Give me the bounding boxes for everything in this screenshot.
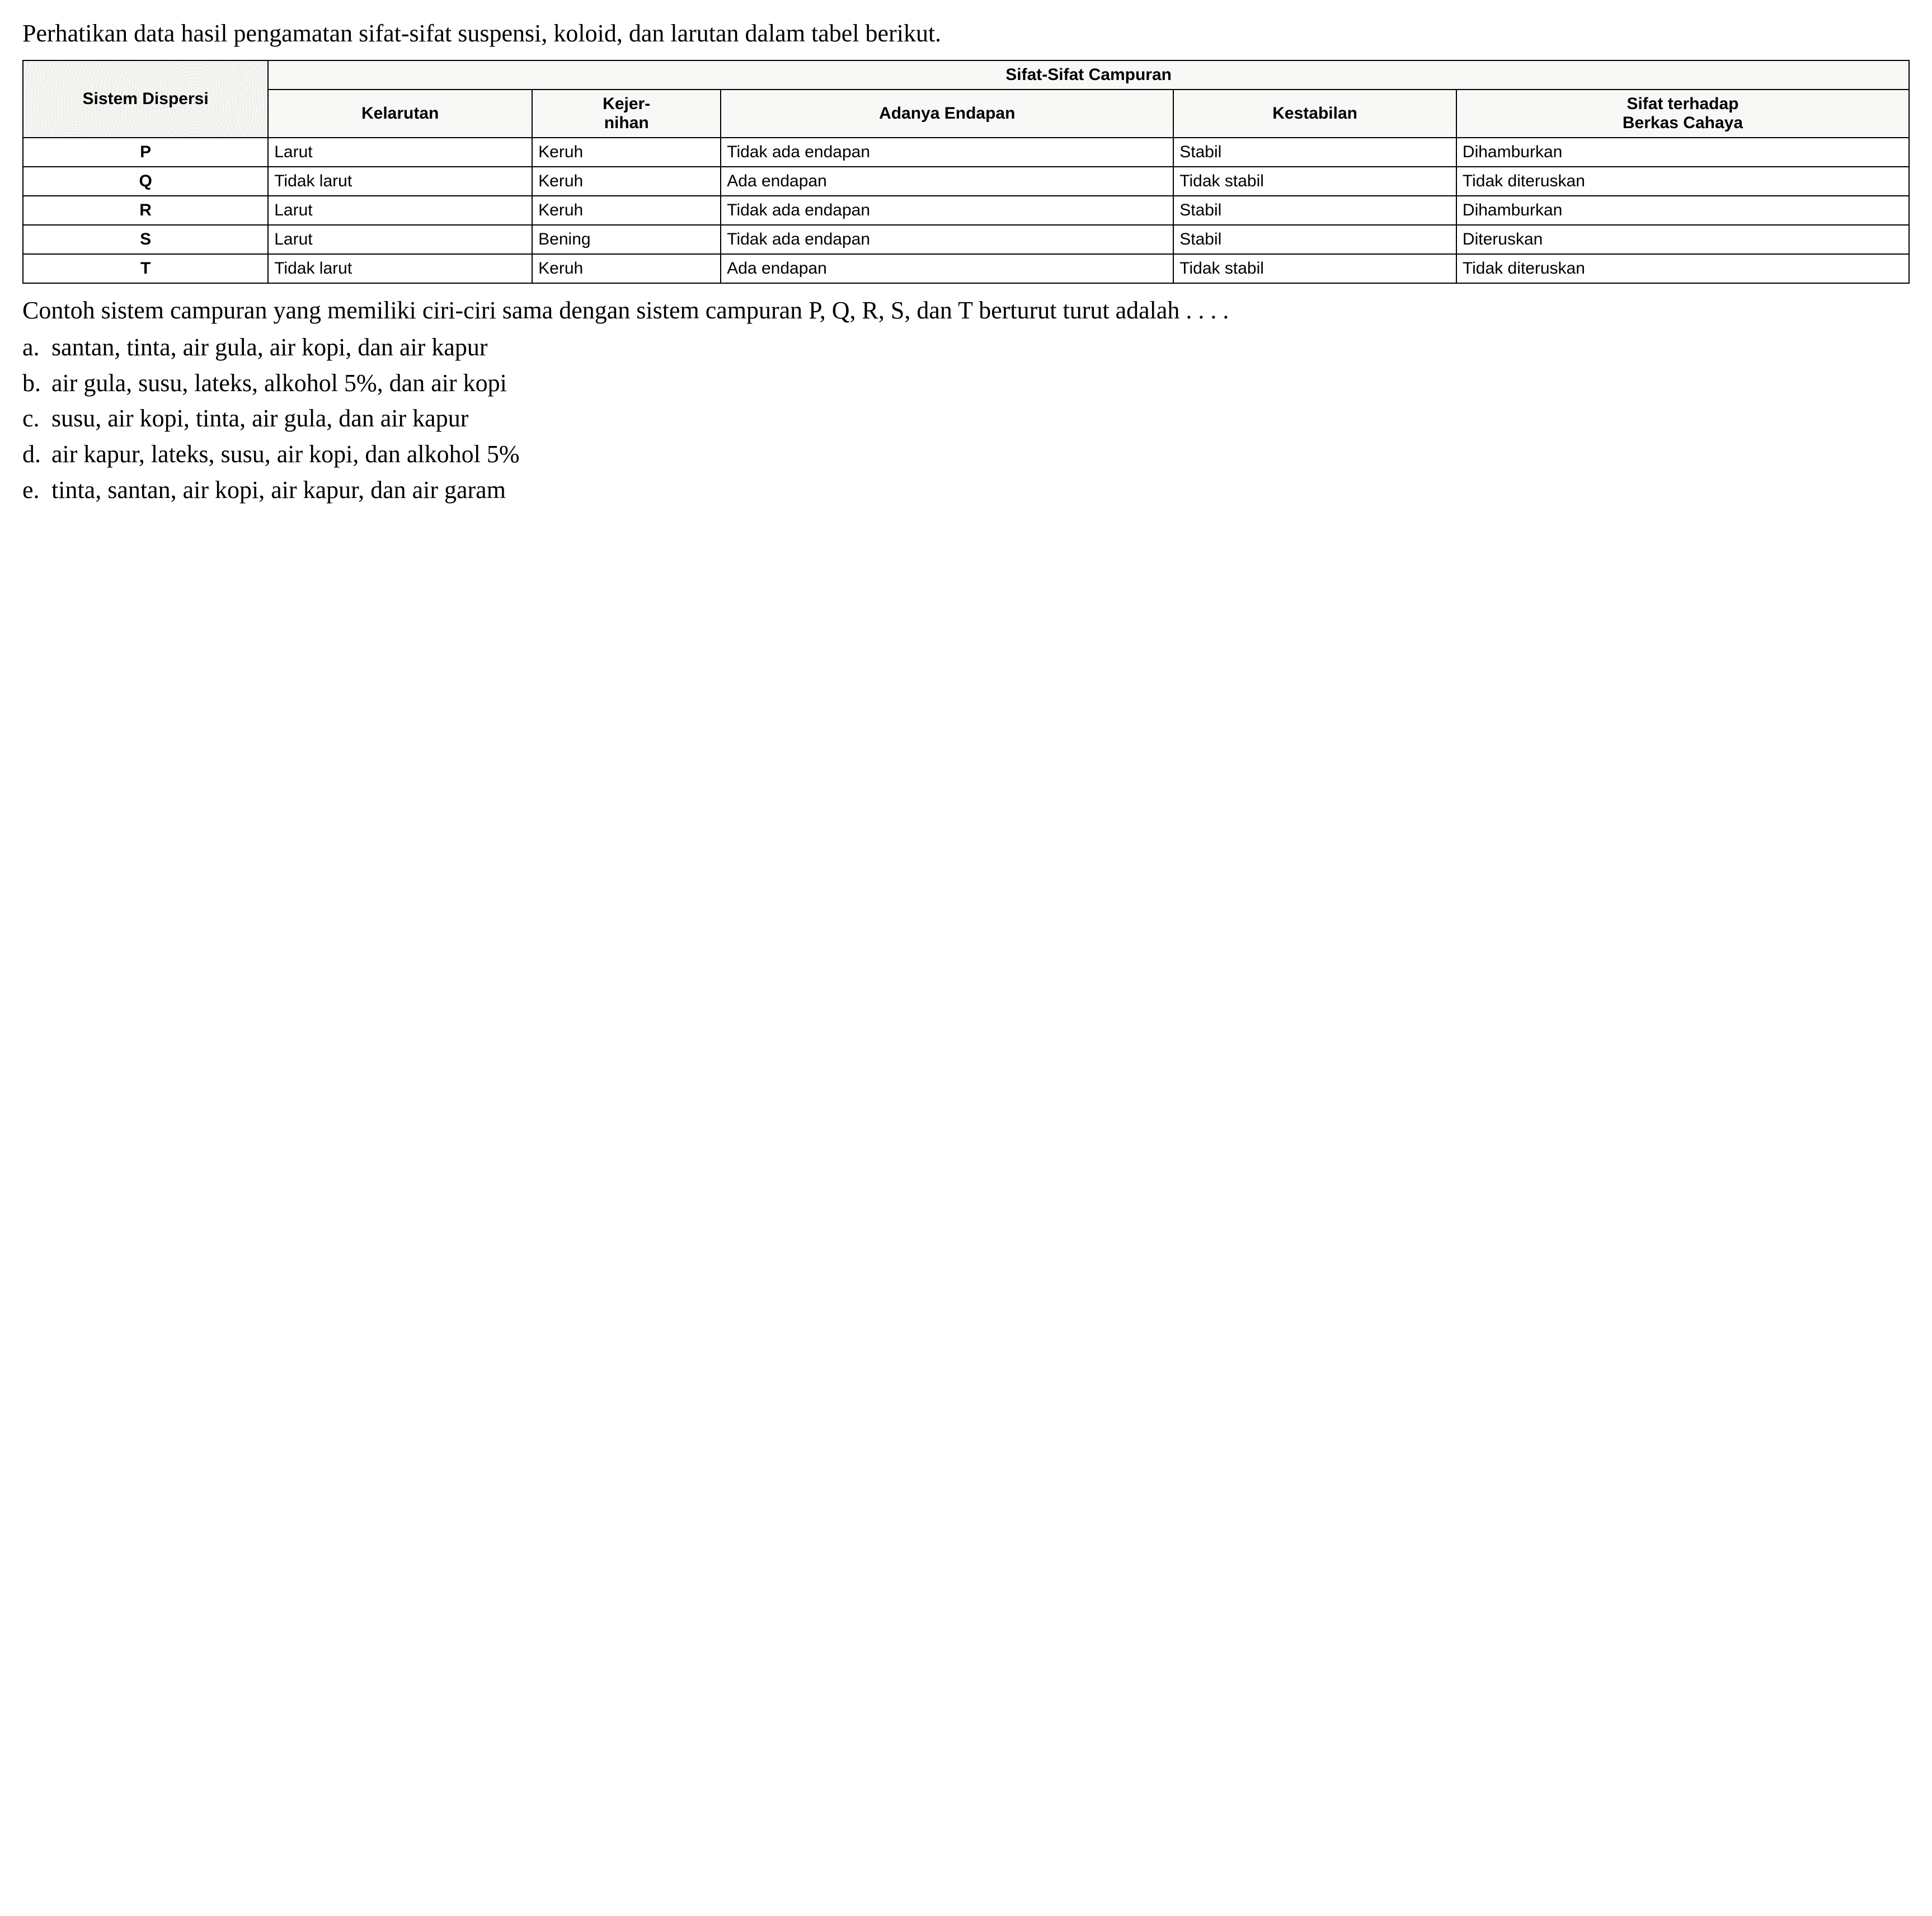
option-c: c. susu, air kopi, tinta, air gula, dan …	[22, 401, 1910, 436]
option-text: air gula, susu, lateks, alkohol 5%, dan …	[51, 365, 1910, 401]
cell: Keruh	[532, 138, 721, 167]
cell: Keruh	[532, 254, 721, 283]
col-header-endapan: Adanya Endapan	[721, 90, 1173, 138]
option-label: a.	[22, 330, 51, 365]
option-a: a. santan, tinta, air gula, air kopi, da…	[22, 330, 1910, 365]
cell: Tidak diteruskan	[1456, 167, 1909, 196]
table-row: Q Tidak larut Keruh Ada endapan Tidak st…	[23, 167, 1909, 196]
row-id: P	[23, 138, 268, 167]
row-id: R	[23, 196, 268, 225]
option-text: air kapur, lateks, susu, air kopi, dan a…	[51, 436, 1910, 472]
cell: Keruh	[532, 196, 721, 225]
row-id: S	[23, 225, 268, 254]
intro-paragraph: Perhatikan data hasil pengamatan sifat-s…	[22, 17, 1910, 50]
table-row: S Larut Bening Tidak ada endapan Stabil …	[23, 225, 1909, 254]
cell: Tidak diteruskan	[1456, 254, 1909, 283]
table-row: P Larut Keruh Tidak ada endapan Stabil D…	[23, 138, 1909, 167]
option-d: d. air kapur, lateks, susu, air kopi, da…	[22, 436, 1910, 472]
col-header-sifat-cahaya-l1: Sifat terhadap	[1627, 95, 1738, 113]
row-id: T	[23, 254, 268, 283]
question-paragraph: Contoh sistem campuran yang memiliki cir…	[22, 294, 1910, 327]
col-header-kejernihan-l1: Kejer-	[603, 95, 650, 113]
cell: Ada endapan	[721, 167, 1173, 196]
cell: Tidak larut	[268, 254, 532, 283]
option-label: e.	[22, 472, 51, 508]
data-table-wrapper: Sistem Dispersi Sifat-Sifat Campuran Kel…	[22, 60, 1910, 284]
cell: Stabil	[1173, 138, 1456, 167]
row-header-label: Sistem Dispersi	[23, 60, 268, 138]
cell: Tidak larut	[268, 167, 532, 196]
table-row: R Larut Keruh Tidak ada endapan Stabil D…	[23, 196, 1909, 225]
cell: Larut	[268, 196, 532, 225]
cell: Stabil	[1173, 196, 1456, 225]
option-label: b.	[22, 365, 51, 401]
option-text: tinta, santan, air kopi, air kapur, dan …	[51, 472, 1910, 508]
table-row: T Tidak larut Keruh Ada endapan Tidak st…	[23, 254, 1909, 283]
option-text: santan, tinta, air gula, air kopi, dan a…	[51, 330, 1910, 365]
row-id: Q	[23, 167, 268, 196]
cell: Dihamburkan	[1456, 138, 1909, 167]
col-header-kejernihan-l2: nihan	[604, 114, 649, 132]
cell: Larut	[268, 138, 532, 167]
cell: Tidak ada endapan	[721, 138, 1173, 167]
col-header-kelarutan: Kelarutan	[268, 90, 532, 138]
option-e: e. tinta, santan, air kopi, air kapur, d…	[22, 472, 1910, 508]
option-text: susu, air kopi, tinta, air gula, dan air…	[51, 401, 1910, 436]
cell: Bening	[532, 225, 721, 254]
cell: Ada endapan	[721, 254, 1173, 283]
cell: Tidak ada endapan	[721, 225, 1173, 254]
cell: Tidak stabil	[1173, 254, 1456, 283]
cell: Larut	[268, 225, 532, 254]
cell: Tidak stabil	[1173, 167, 1456, 196]
col-header-kestabilan: Kestabilan	[1173, 90, 1456, 138]
cell: Diteruskan	[1456, 225, 1909, 254]
group-header: Sifat-Sifat Campuran	[268, 60, 1909, 90]
option-label: c.	[22, 401, 51, 436]
cell: Keruh	[532, 167, 721, 196]
cell: Tidak ada endapan	[721, 196, 1173, 225]
data-table: Sistem Dispersi Sifat-Sifat Campuran Kel…	[22, 60, 1910, 284]
option-label: d.	[22, 436, 51, 472]
options-list: a. santan, tinta, air gula, air kopi, da…	[22, 330, 1910, 508]
cell: Stabil	[1173, 225, 1456, 254]
cell: Dihamburkan	[1456, 196, 1909, 225]
col-header-sifat-cahaya-l2: Berkas Cahaya	[1623, 114, 1743, 132]
col-header-kejernihan: Kejer- nihan	[532, 90, 721, 138]
col-header-sifat-cahaya: Sifat terhadap Berkas Cahaya	[1456, 90, 1909, 138]
option-b: b. air gula, susu, lateks, alkohol 5%, d…	[22, 365, 1910, 401]
